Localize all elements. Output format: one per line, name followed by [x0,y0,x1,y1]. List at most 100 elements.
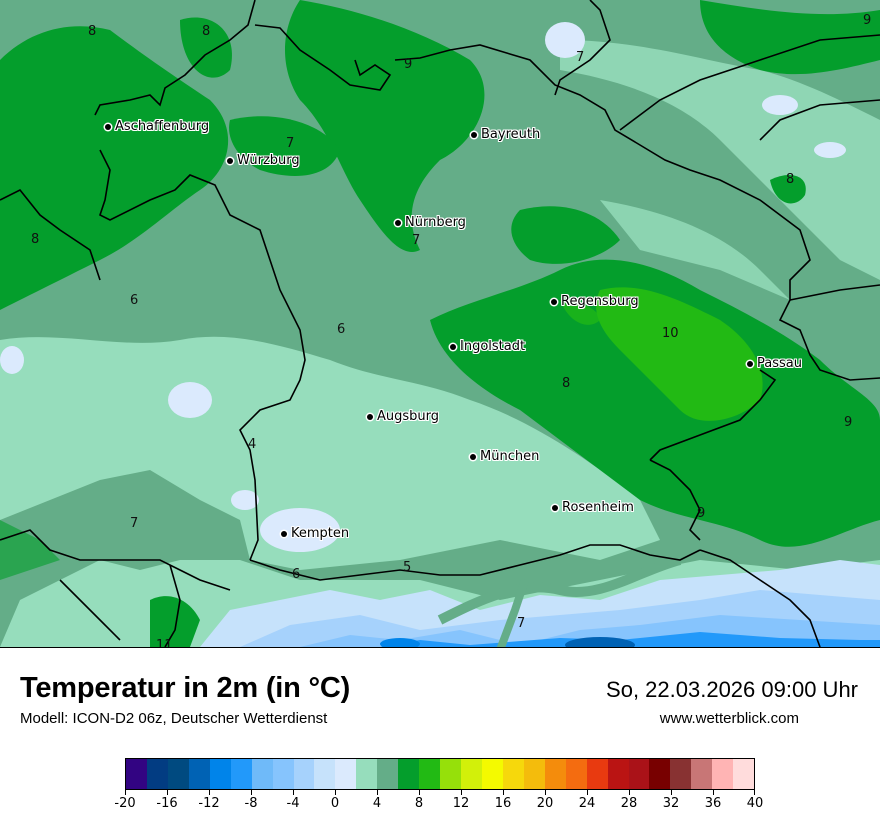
legend-tick-mark [503,790,504,795]
contour-label: 7 [517,616,526,631]
legend-color-swatch [586,759,608,789]
legend-tick-label: 32 [662,796,680,811]
legend-color-swatch [398,759,420,789]
legend-tick-label: -20 [114,796,136,811]
city-marker: Aschaffenburg [105,119,209,134]
model-source: Modell: ICON-D2 06z, Deutscher Wetterdie… [20,710,328,727]
legend-color-swatch [440,759,461,789]
legend-tick-mark [125,790,126,795]
legend-color-swatch [272,759,294,789]
legend-color-swatch [251,759,273,789]
legend-tick-mark [419,790,420,795]
legend-color-swatch [314,759,336,789]
legend-tick-mark [377,790,378,795]
city-dot-icon [470,453,476,460]
city-marker: Kempten [281,526,349,541]
legend-color-swatch [377,759,399,789]
city-label: Nürnberg [405,215,466,230]
legend-color-swatch [126,759,147,789]
legend-tick-label: 20 [536,796,554,811]
legend-tick-label: 4 [372,796,382,811]
contour-label: 6 [292,567,301,582]
city-marker: München [470,449,539,464]
contour-label: 8 [562,376,571,391]
legend-tick-mark [545,790,546,795]
contour-label: 5 [403,560,412,575]
legend-color-swatch [167,759,189,789]
contour-label: 10 [662,326,679,341]
legend-tick-label: 36 [704,796,722,811]
legend-color-swatch [544,759,566,789]
legend-tick-label: -12 [198,796,220,811]
legend-color-swatch [293,759,315,789]
legend-ticks: -20 -16 -12 -8 -4 0 4 8 12 16 20 24 28 32 36 40 [114,790,763,820]
legend-tick-label: 8 [414,796,424,811]
legend-color-swatch [461,759,482,789]
city-dot-icon [471,131,477,138]
legend-color-swatch [628,759,650,789]
city-label: München [480,449,540,464]
city-marker: Regensburg [551,294,639,309]
city-label: Aschaffenburg [115,119,210,134]
legend-tick-label: 24 [578,796,596,811]
legend-color-swatch [523,759,545,789]
city-label: Würzburg [237,153,300,168]
city-label: Passau [757,356,802,371]
city-dot-icon [747,360,753,367]
temperature-map[interactable]: Aschaffenburg Würzburg Bayreuth Nürnberg Reg… [0,0,880,648]
contour-label: 9 [844,415,853,430]
city-dot-icon [552,504,558,511]
contour-label: 8 [31,232,40,247]
legend-tick-mark [461,790,462,795]
legend-color-swatch [356,759,378,789]
website-link[interactable]: www.wetterblick.com [659,710,799,727]
city-label: Ingolstadt [460,339,526,354]
legend-color-swatch [733,759,755,789]
legend-colorbar [125,758,755,790]
contour-label: 8 [786,172,795,187]
legend-tick-mark [167,790,168,795]
legend-color-swatch [607,759,629,789]
legend-tick-mark [209,790,210,795]
legend-color-swatch [712,759,734,789]
legend-color-swatch [670,759,692,789]
legend-tick-label: 16 [494,796,512,811]
city-label: Kempten [291,526,350,541]
contour-label: 9 [697,506,706,521]
contour-label: 8 [202,24,211,39]
contour-label: 8 [88,24,97,39]
chart-title: Temperatur in 2m (in °C) [20,672,351,704]
legend-color-swatch [565,759,587,789]
legend-tick-mark [293,790,294,795]
legend-tick-mark [587,790,588,795]
city-marker: Bayreuth [471,127,540,142]
city-label: Bayreuth [481,127,541,142]
city-marker: Augsburg [367,409,439,424]
legend-tick-label: -4 [286,796,300,811]
city-dot-icon [227,157,233,164]
city-dot-icon [450,343,456,350]
city-label: Regensburg [561,294,639,309]
legend-tick-mark [629,790,630,795]
legend-tick-label: 0 [330,796,340,811]
legend-tick-mark [671,790,672,795]
contour-label: 6 [337,322,346,337]
legend-tick-mark [251,790,252,795]
contour-label: 7 [130,516,139,531]
legend-tick-label: 28 [620,796,638,811]
legend-tick-mark [713,790,714,795]
city-label: Augsburg [377,409,440,424]
legend-color-swatch [649,759,671,789]
legend-color-swatch [419,759,441,789]
legend-color-swatch [209,759,231,789]
city-marker: Würzburg [227,153,300,168]
city-marker: Rosenheim [552,500,634,515]
legend-tick-mark [754,790,755,795]
contour-label: 7 [576,50,585,65]
legend-tick-mark [335,790,336,795]
temperature-field [0,0,880,647]
legend-tick-label: 12 [452,796,470,811]
legend-tick-label: 40 [746,796,764,811]
legend-tick-label: -16 [156,796,178,811]
legend-color-swatch [502,759,524,789]
